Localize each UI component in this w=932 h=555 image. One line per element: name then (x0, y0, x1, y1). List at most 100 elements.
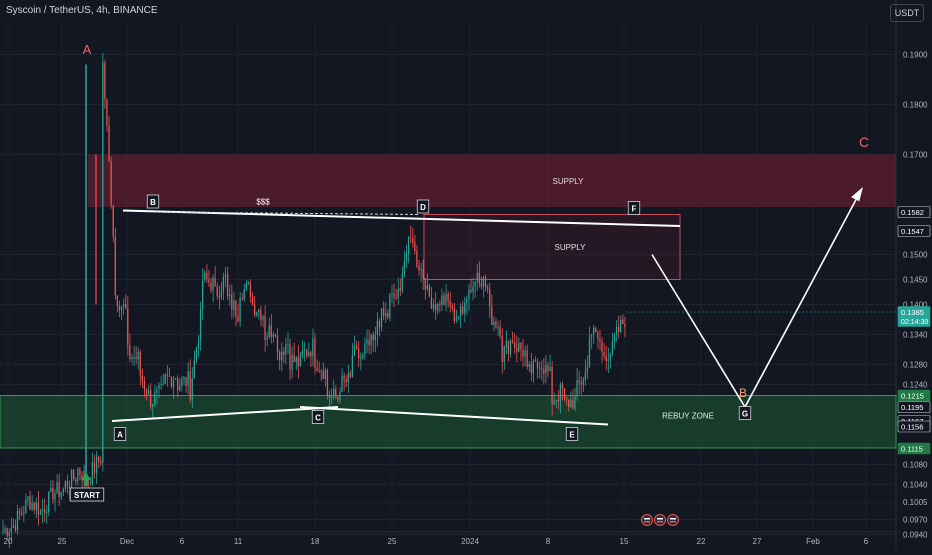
candle-body (120, 306, 123, 311)
y-tick-label: 0.1080 (903, 461, 928, 470)
y-tick-label: 0.1900 (903, 51, 928, 60)
candle-body (484, 277, 487, 288)
candle-body (305, 350, 308, 356)
y-tick-label: 0.1340 (903, 331, 928, 340)
x-tick-label: 25 (58, 537, 67, 546)
wave-label-a: A (83, 42, 92, 57)
candle-body (574, 396, 576, 409)
price-badge (897, 225, 931, 237)
candle-body (593, 327, 595, 335)
candle-body (35, 502, 37, 510)
candle-body (45, 512, 48, 514)
candle-body (206, 272, 208, 280)
x-tick-label: 15 (620, 537, 629, 546)
candle-body (201, 280, 204, 309)
candle-body (622, 319, 624, 325)
candle-body (434, 304, 437, 311)
candle-body (56, 482, 58, 493)
point-box (416, 199, 430, 214)
candle-body (310, 352, 312, 357)
candle-body (370, 334, 372, 346)
candle-body (428, 285, 430, 297)
candle-body (14, 525, 17, 531)
point-label-b: B (150, 198, 156, 207)
candle-body (339, 392, 341, 401)
candle-body (385, 313, 387, 316)
start-arrow-icon (81, 472, 91, 486)
candle-body (422, 268, 424, 279)
candle-body (337, 397, 339, 401)
candle-body (245, 282, 247, 289)
candle-body (293, 355, 295, 363)
candle-body (597, 332, 599, 339)
candle-body (16, 511, 19, 531)
candle-body (355, 345, 358, 349)
candle-body (158, 385, 160, 389)
candle-body (131, 357, 133, 359)
candle-body (576, 380, 578, 397)
candle-body (374, 334, 376, 341)
candle-body (170, 376, 173, 387)
candle-body (237, 316, 239, 322)
point-label-f: F (632, 205, 637, 214)
projection-arrowhead (851, 187, 863, 202)
candle-body (493, 321, 495, 325)
candle-body (52, 488, 54, 500)
candle-body (295, 357, 297, 363)
candle-body (330, 395, 333, 398)
candle-body (172, 379, 175, 387)
candle-body (29, 496, 31, 510)
candle-body (501, 336, 503, 362)
candle-body (376, 320, 378, 335)
candle-body (443, 295, 445, 306)
candle-body (399, 288, 401, 291)
candle-body (343, 375, 345, 380)
candle-body (149, 389, 152, 407)
candle-body (183, 377, 185, 380)
candle-body (549, 366, 551, 372)
candle-body (212, 277, 214, 291)
candle-body (601, 341, 603, 353)
candle-body (316, 367, 318, 371)
candle-body (174, 378, 177, 380)
candle-body (247, 282, 250, 284)
candle-body (100, 461, 102, 464)
candle-body (457, 316, 460, 318)
candle-body (179, 385, 181, 391)
candle-body (389, 294, 391, 318)
candle-body (403, 261, 406, 274)
candle-body (437, 303, 439, 311)
candle-body (559, 384, 562, 402)
point-label-d: D (420, 203, 426, 212)
candle-body (185, 377, 187, 386)
candle-body (12, 525, 14, 528)
y-tick-label: 0.1700 (903, 151, 928, 160)
candle-body (599, 338, 601, 342)
supply-zone-main (88, 154, 896, 207)
candle-body (486, 287, 489, 290)
candle-body (466, 298, 468, 303)
candle-body (543, 368, 545, 374)
candle-body (511, 340, 514, 343)
event-icon (654, 514, 666, 526)
candle-body (287, 343, 289, 345)
candle-body (412, 237, 414, 243)
candle-body (395, 297, 397, 299)
price-badge (897, 420, 931, 433)
time-axis: 20 25 Dec 6 11 18 25 2024 8 15 22 27 Feb 6 (4, 537, 869, 546)
candle-body (565, 398, 568, 400)
candle-body (160, 384, 162, 386)
candle-body (48, 491, 50, 513)
currency-button[interactable]: USDT (890, 4, 924, 22)
price-badge (897, 442, 931, 455)
candle-body (547, 365, 549, 372)
candle-body (266, 336, 268, 340)
candle-body (520, 343, 522, 350)
candle-body (489, 289, 491, 307)
candle-body (590, 334, 593, 338)
event-icon (641, 514, 653, 526)
event-icon-bar (670, 518, 676, 520)
y-tick-label: 0.1240 (903, 381, 928, 390)
